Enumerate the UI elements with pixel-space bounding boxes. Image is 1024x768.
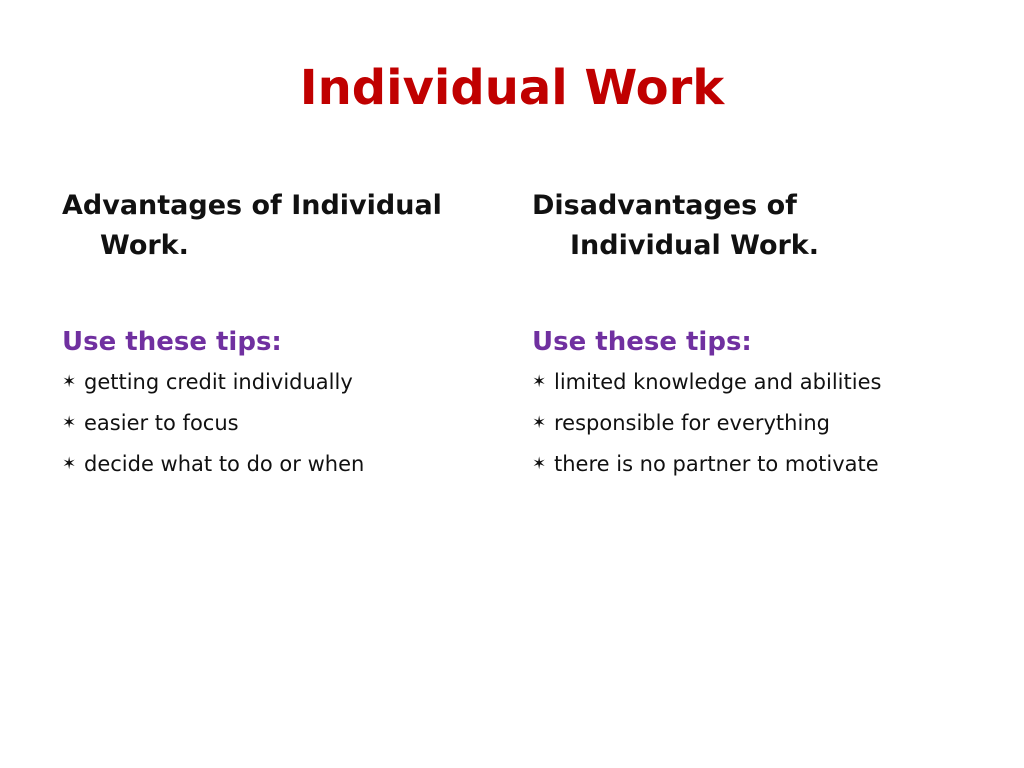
list-item: ✶ responsible for everything — [532, 409, 952, 437]
bullet-text: getting credit individually — [84, 370, 353, 394]
advantages-column: Advantages of Individual Work. Use these… — [62, 186, 482, 491]
list-item: ✶ there is no partner to motivate — [532, 450, 952, 478]
disadvantages-heading: Disadvantages of Individual Work. — [532, 190, 820, 261]
advantages-list: ✶ getting credit individually ✶ easier to … — [62, 368, 482, 478]
disadvantages-column: Disadvantages of Individual Work. Use th… — [532, 186, 952, 491]
list-item: ✶ easier to focus — [62, 409, 482, 437]
slide-title: Individual Work — [299, 60, 725, 116]
bullet-text: responsible for everything — [554, 411, 830, 435]
advantages-tips-label: Use these tips: — [62, 327, 282, 357]
list-item: ✶ getting credit individually — [62, 368, 482, 396]
star-bullet-icon: ✶ — [62, 413, 77, 433]
star-bullet-icon: ✶ — [532, 372, 547, 392]
advantages-heading: Advantages of Individual Work. — [62, 190, 442, 261]
star-bullet-icon: ✶ — [62, 372, 77, 392]
list-item: ✶ decide what to do or when — [62, 450, 482, 478]
bullet-text: easier to focus — [84, 411, 239, 435]
bullet-text: decide what to do or when — [84, 452, 365, 476]
bullet-text: limited knowledge and abilities — [554, 370, 882, 394]
star-bullet-icon: ✶ — [62, 454, 77, 474]
disadvantages-list: ✶ limited knowledge and abilities ✶ respon… — [532, 368, 952, 478]
list-item: ✶ limited knowledge and abilities — [532, 368, 952, 396]
disadvantages-tips-label: Use these tips: — [532, 327, 752, 357]
star-bullet-icon: ✶ — [532, 413, 547, 433]
star-bullet-icon: ✶ — [532, 454, 547, 474]
bullet-text: there is no partner to motivate — [554, 452, 879, 476]
